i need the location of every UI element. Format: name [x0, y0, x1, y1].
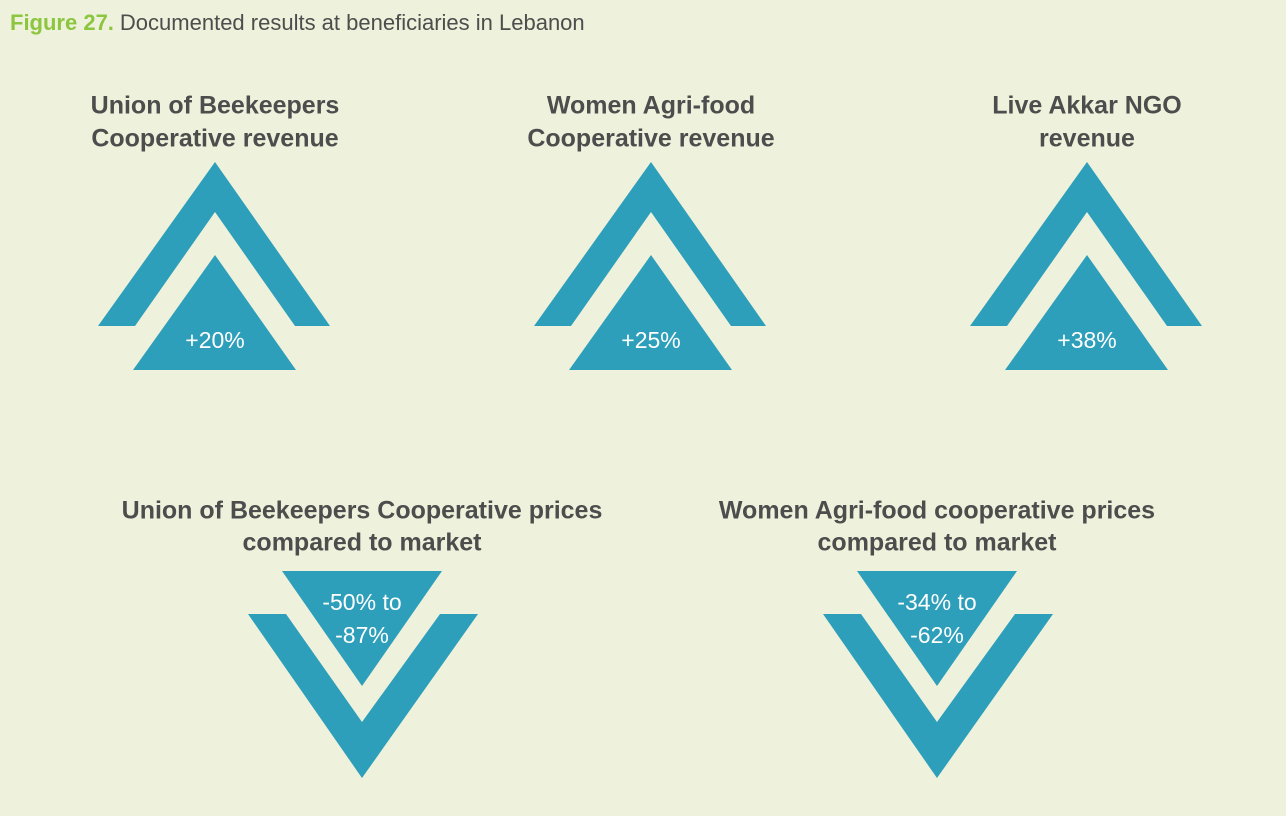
item-label: Cooperative revenue — [91, 125, 338, 153]
decrease-item: Women Agri-food cooperative prices compar… — [719, 497, 1155, 778]
item-value: +25% — [621, 327, 680, 353]
item-value: +38% — [1057, 327, 1116, 353]
up-triangle — [1005, 255, 1168, 370]
decrease-item: Union of Beekeepers Cooperative prices co… — [122, 497, 603, 778]
item-value: -87% — [335, 622, 389, 648]
increase-item: Union of Beekeepers Cooperative revenue +2… — [91, 92, 340, 370]
item-value: -62% — [910, 622, 964, 648]
figure-number: Figure 27. — [10, 10, 114, 35]
item-label: Union of Beekeepers Cooperative prices — [122, 497, 603, 525]
increase-item: Women Agri-food Cooperative revenue +25% — [527, 92, 775, 370]
up-triangle — [133, 255, 296, 370]
up-triangle — [569, 255, 732, 370]
item-value: +20% — [185, 327, 244, 353]
item-label: Women Agri-food — [547, 92, 755, 120]
item-label: revenue — [1039, 125, 1135, 153]
item-label: Women Agri-food cooperative prices — [719, 497, 1155, 525]
up-chevron — [970, 162, 1202, 326]
figure-caption: Documented results at beneficiaries in L… — [120, 10, 585, 35]
item-value: -50% to — [322, 589, 401, 615]
item-label: Live Akkar NGO — [992, 92, 1181, 120]
down-triangle — [857, 571, 1017, 686]
item-label: Union of Beekeepers — [91, 92, 340, 120]
down-chevron — [248, 614, 478, 778]
figure-title: Figure 27. Documented results at benefici… — [10, 10, 585, 35]
up-chevron — [534, 162, 766, 326]
item-label: compared to market — [818, 529, 1058, 557]
item-label: Cooperative revenue — [527, 125, 774, 153]
increase-item: Live Akkar NGO revenue +38% — [970, 92, 1202, 370]
item-label: compared to market — [243, 529, 483, 557]
down-chevron — [823, 614, 1053, 778]
up-chevron — [98, 162, 330, 326]
item-value: -34% to — [897, 589, 976, 615]
down-triangle — [282, 571, 442, 686]
